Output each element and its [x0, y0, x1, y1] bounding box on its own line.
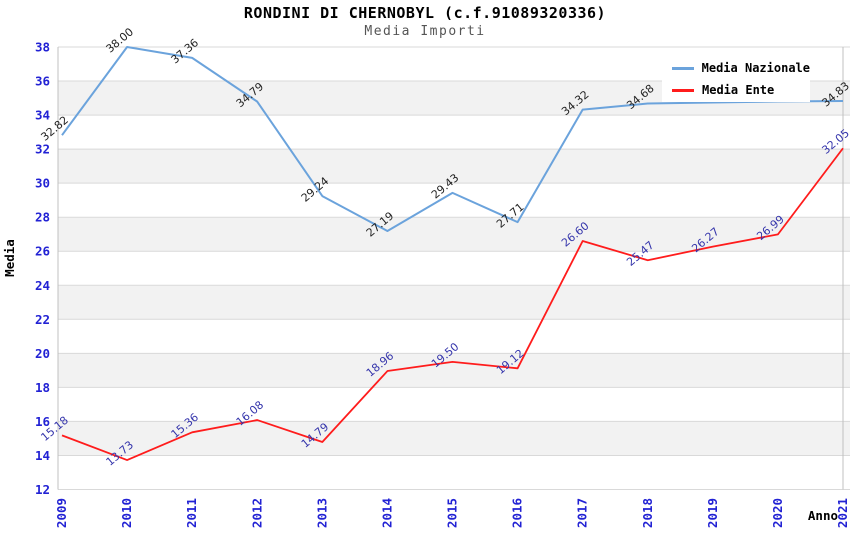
x-tick-label: 2013 [314, 498, 329, 528]
y-tick-label: 24 [35, 278, 50, 293]
x-tick-label: 2021 [835, 498, 850, 528]
y-tick-label: 38 [35, 40, 50, 55]
x-tick-label: 2015 [445, 498, 460, 528]
x-tick-label: 2018 [640, 498, 655, 528]
chart-subtitle: Media Importi [364, 24, 486, 39]
legend-line-swatch-ente-icon [672, 88, 694, 92]
legend-line-swatch-nazionale-icon [672, 66, 694, 70]
x-tick-label: 2014 [379, 498, 394, 528]
x-tick-label: 2017 [575, 498, 590, 528]
point-value-label: 37.36 [169, 36, 201, 66]
chart-title: RONDINI DI CHERNOBYL (c.f.91089320336) [243, 4, 607, 22]
x-tick-label: 2019 [705, 498, 720, 528]
y-tick-label: 14 [35, 448, 50, 463]
legend-item-media-nazionale: Media Nazionale [662, 60, 810, 77]
y-tick-label: 34 [35, 108, 50, 123]
series-line-media-ente [61, 147, 844, 461]
y-tick-label: 12 [35, 482, 50, 497]
series-line-media-nazionale [61, 46, 844, 232]
x-tick-label: 2012 [249, 498, 264, 528]
y-tick-label: 16 [35, 414, 50, 429]
x-axis-title: Anno [808, 508, 838, 523]
x-tick-label: 2011 [184, 498, 199, 528]
x-tick-label: 2010 [119, 498, 134, 528]
y-axis-title: Media [2, 239, 17, 277]
y-tick-label: 36 [35, 74, 50, 89]
legend-item-media-ente: Media Ente [662, 82, 810, 99]
y-tick-label: 20 [35, 346, 50, 361]
y-tick-label: 32 [35, 142, 50, 157]
y-tick-label: 28 [35, 210, 50, 225]
legend-label-media-ente: Media Ente [702, 83, 775, 97]
x-tick-label: 2020 [770, 498, 785, 528]
y-tick-label: 22 [35, 312, 50, 327]
legend: Media Nazionale Media Ente [662, 56, 810, 102]
legend-label-media-nazionale: Media Nazionale [701, 61, 810, 75]
x-tick-label: 2009 [54, 498, 69, 528]
y-tick-label: 30 [35, 176, 50, 191]
x-tick-label: 2016 [510, 498, 525, 528]
y-tick-label: 18 [35, 380, 50, 395]
y-tick-label: 26 [35, 244, 50, 259]
